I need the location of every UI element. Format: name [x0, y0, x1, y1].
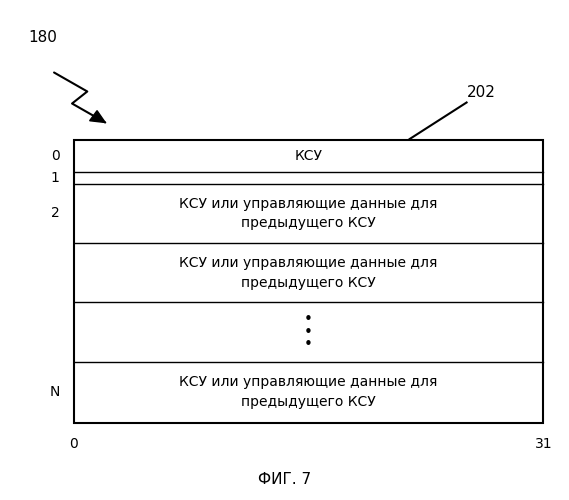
Text: N: N	[50, 385, 60, 399]
Text: 31: 31	[535, 438, 552, 452]
Text: •: •	[304, 324, 313, 340]
Text: КСУ или управляющие данные для
предыдущего КСУ: КСУ или управляющие данные для предыдуще…	[179, 376, 438, 409]
Polygon shape	[89, 110, 105, 122]
Text: КСУ или управляющие данные для
предыдущего КСУ: КСУ или управляющие данные для предыдуще…	[179, 256, 438, 290]
Bar	[74, 140, 543, 422]
Text: ФИГ. 7: ФИГ. 7	[258, 472, 311, 488]
Text: 180: 180	[28, 30, 57, 45]
Text: 0: 0	[51, 149, 60, 163]
Text: 2: 2	[51, 206, 60, 220]
Text: КСУ: КСУ	[295, 149, 323, 163]
Text: •: •	[304, 312, 313, 327]
Text: КСУ или управляющие данные для
предыдущего КСУ: КСУ или управляющие данные для предыдуще…	[179, 196, 438, 230]
Text: 202: 202	[467, 85, 496, 100]
Text: 0: 0	[69, 438, 79, 452]
Text: •: •	[304, 337, 313, 352]
Text: 1: 1	[51, 171, 60, 185]
